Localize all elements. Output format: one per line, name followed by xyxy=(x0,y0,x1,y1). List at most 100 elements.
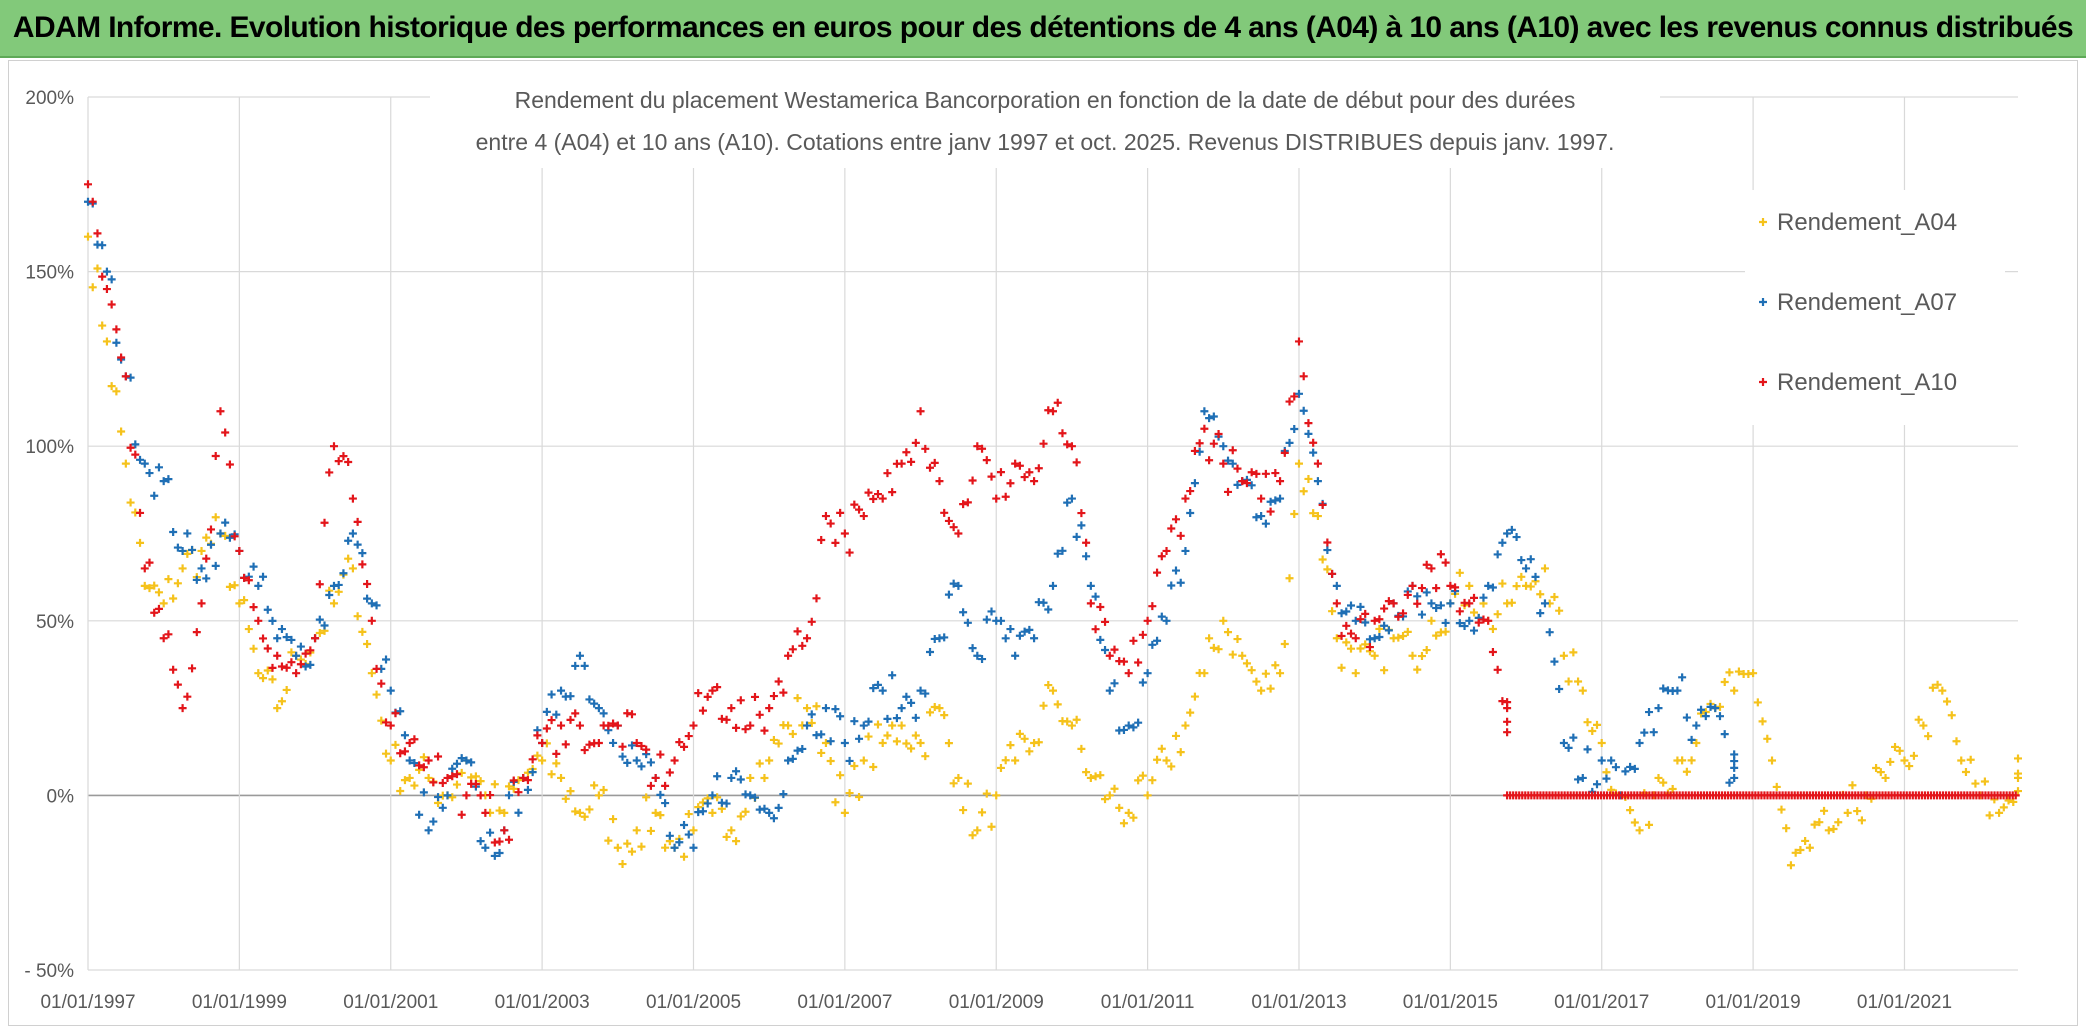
data-point xyxy=(467,758,476,767)
data-point xyxy=(1711,704,1720,713)
data-point xyxy=(1607,756,1616,765)
data-point xyxy=(1162,546,1171,555)
data-point xyxy=(1266,684,1275,693)
data-point xyxy=(325,468,334,477)
data-point xyxy=(599,786,608,795)
data-point xyxy=(557,773,566,782)
data-point xyxy=(580,661,589,670)
data-point xyxy=(765,808,774,817)
data-point xyxy=(154,463,163,472)
data-point xyxy=(268,675,277,684)
data-point xyxy=(907,698,916,707)
data-point xyxy=(926,647,935,656)
data-point xyxy=(542,724,551,733)
data-point xyxy=(859,721,868,730)
data-point xyxy=(1479,615,1488,624)
data-point xyxy=(798,641,807,650)
data-point xyxy=(1380,604,1389,613)
data-point xyxy=(708,686,717,695)
data-point xyxy=(1039,701,1048,710)
data-point xyxy=(1209,643,1218,652)
data-point xyxy=(684,732,693,741)
data-point xyxy=(713,793,722,802)
data-point xyxy=(273,704,282,713)
data-point xyxy=(1044,605,1053,614)
data-point xyxy=(292,651,301,660)
data-point xyxy=(703,799,712,808)
data-point xyxy=(911,731,920,740)
data-point xyxy=(500,808,509,817)
data-point xyxy=(807,718,816,727)
data-point xyxy=(292,669,301,678)
data-point xyxy=(670,843,679,852)
legend-marker xyxy=(1759,218,1767,226)
data-point xyxy=(807,617,816,626)
data-point xyxy=(192,628,201,637)
data-point xyxy=(892,737,901,746)
data-point xyxy=(1105,686,1114,695)
data-point xyxy=(325,591,334,600)
data-point xyxy=(1881,773,1890,782)
data-point xyxy=(1105,651,1114,660)
data-point xyxy=(1597,756,1606,765)
data-point xyxy=(1266,497,1275,506)
data-point xyxy=(921,689,930,698)
data-point xyxy=(978,808,987,817)
data-point xyxy=(1356,602,1365,611)
data-point xyxy=(713,683,722,692)
data-point xyxy=(244,625,253,634)
data-point xyxy=(415,761,424,770)
data-point xyxy=(1247,666,1256,675)
data-point xyxy=(1313,477,1322,486)
data-point xyxy=(173,543,182,552)
data-point xyxy=(192,575,201,584)
data-point xyxy=(424,826,433,835)
data-point xyxy=(102,267,111,276)
data-point xyxy=(803,721,812,730)
data-point xyxy=(263,644,272,653)
data-point xyxy=(1063,717,1072,726)
data-point xyxy=(746,773,755,782)
data-point xyxy=(107,275,116,284)
data-point xyxy=(1015,631,1024,640)
data-point xyxy=(788,730,797,739)
data-point xyxy=(627,741,636,750)
data-point xyxy=(263,605,272,614)
data-point xyxy=(1380,621,1389,630)
data-point xyxy=(519,773,528,782)
data-point xyxy=(1186,708,1195,717)
data-point xyxy=(1067,442,1076,451)
data-point xyxy=(1015,729,1024,738)
data-point xyxy=(1276,669,1285,678)
data-point xyxy=(888,721,897,730)
data-point xyxy=(821,739,830,748)
data-point xyxy=(2014,754,2022,763)
data-point xyxy=(1020,473,1029,482)
data-point xyxy=(225,533,234,542)
data-point xyxy=(609,738,618,747)
data-point xyxy=(732,837,741,846)
data-point xyxy=(178,546,187,555)
data-point xyxy=(1853,807,1862,816)
data-point xyxy=(1872,763,1881,772)
data-point xyxy=(784,756,793,765)
data-point xyxy=(1900,756,1909,765)
data-point xyxy=(831,705,840,714)
data-point xyxy=(1715,702,1724,711)
data-point xyxy=(1569,733,1578,742)
data-point xyxy=(850,717,859,726)
data-point xyxy=(859,756,868,765)
data-point xyxy=(575,808,584,817)
data-point xyxy=(1091,772,1100,781)
data-point xyxy=(1067,721,1076,730)
data-point xyxy=(566,787,575,796)
data-point xyxy=(1285,574,1294,583)
data-point xyxy=(727,704,736,713)
data-point xyxy=(1611,763,1620,772)
data-point xyxy=(131,440,140,449)
data-point xyxy=(542,707,551,716)
data-point xyxy=(1214,430,1223,439)
data-point xyxy=(987,607,996,616)
data-point xyxy=(1715,712,1724,721)
data-point xyxy=(311,634,320,643)
